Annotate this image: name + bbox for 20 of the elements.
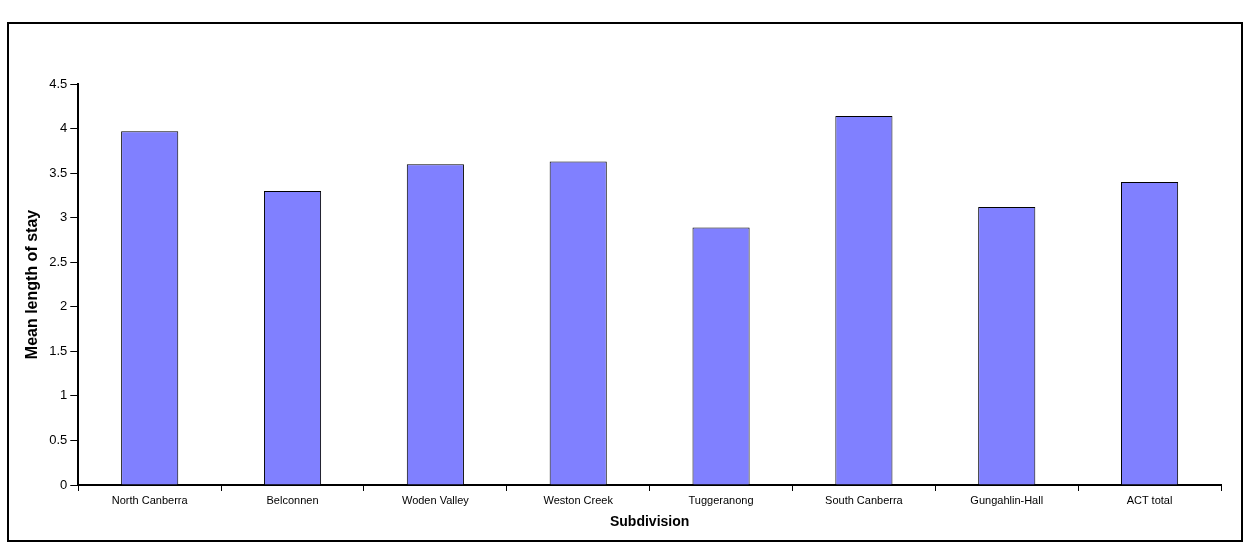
y-tick-label: 0.5 xyxy=(49,432,68,448)
x-tick-label: Weston Creek xyxy=(543,493,614,506)
x-tick-label: South Canberra xyxy=(825,493,904,506)
x-tick-label: Woden Valley xyxy=(401,493,470,506)
x-tick-label: North Canberra xyxy=(111,493,189,506)
x-tick-label: Belconnen xyxy=(266,493,319,506)
y-tick-label: 2 xyxy=(60,298,68,314)
y-tick-label: 0 xyxy=(60,476,68,492)
y-tick-label: 1.5 xyxy=(49,342,68,358)
x-tick-label: ACT total xyxy=(1126,493,1173,506)
y-tick-label: 4.5 xyxy=(49,75,68,91)
y-axis-title: Mean length of stay xyxy=(23,209,41,360)
y-tick-label: 3 xyxy=(60,209,68,225)
y-tick-label: 3.5 xyxy=(49,164,68,180)
y-tick-label: 4 xyxy=(60,120,68,136)
x-tick-label: Gungahlin-Hall xyxy=(970,493,1044,506)
y-tick-label: 1 xyxy=(60,387,68,403)
x-axis-title: Subdivision xyxy=(609,513,690,530)
x-tick-label: Tuggeranong xyxy=(688,493,754,506)
y-tick-label: 2.5 xyxy=(49,253,68,269)
